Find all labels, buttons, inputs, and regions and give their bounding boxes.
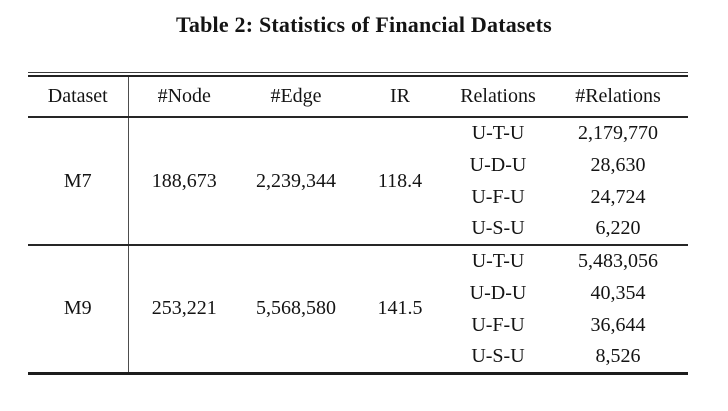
cell-relation-name: U-T-U xyxy=(471,250,525,272)
header-ir: IR xyxy=(390,85,410,107)
cell-relation-count: 40,354 xyxy=(590,281,646,304)
cell-relation-name: U-S-U xyxy=(471,217,525,239)
table-row: U-S-U 6,220 xyxy=(28,213,688,245)
header-relations-count: #Relations xyxy=(575,85,661,107)
cell-relation-name: U-S-U xyxy=(471,344,525,367)
cell-edge-count: 5,568,580 xyxy=(256,297,336,320)
paper-page: Table 2: Statistics of Financial Dataset… xyxy=(0,11,728,411)
cell-relation-count: 2,179,770 xyxy=(578,122,658,144)
cell-relation-count: 6,220 xyxy=(595,217,641,239)
table-top-rule: Dataset #Node #Edge IR Relations #Relati… xyxy=(28,72,688,375)
financial-datasets-table: Dataset #Node #Edge IR Relations #Relati… xyxy=(28,77,688,375)
table-row: U-F-U 24,724 xyxy=(28,181,688,213)
header-edge: #Edge xyxy=(270,85,322,107)
cell-relation-count: 5,483,056 xyxy=(578,250,658,272)
dataset-group-m7: M7 188,673 2,239,344 118.4 U-T-U 2,179,7… xyxy=(28,117,688,245)
table-row: M7 188,673 2,239,344 118.4 U-T-U 2,179,7… xyxy=(28,117,688,245)
cell-relation-name: U-F-U xyxy=(471,185,525,208)
cell-relation-count: 36,644 xyxy=(590,313,646,336)
cell-relation-count: 28,630 xyxy=(590,153,646,176)
cell-node-count: 188,673 xyxy=(151,169,217,192)
table-row: U-F-U 36,644 xyxy=(28,309,688,341)
table-header-row: Dataset #Node #Edge IR Relations #Relati… xyxy=(28,77,688,117)
cell-relation-count: 8,526 xyxy=(595,344,641,367)
table-row: U-S-U 8,526 xyxy=(28,341,688,373)
cell-dataset: M9 xyxy=(28,245,129,373)
cell-relation-name: U-D-U xyxy=(469,281,527,304)
dataset-group-m9: M9 253,221 5,568,580 141.5 U-T-U 5,483,0… xyxy=(28,245,688,373)
cell-ir: 141.5 xyxy=(377,297,423,320)
table-row: U-D-U 28,630 xyxy=(28,149,688,181)
cell-relation-name: U-T-U xyxy=(471,122,525,144)
header-relations: Relations xyxy=(460,85,536,107)
cell-relation-count: 24,724 xyxy=(590,185,646,208)
cell-relation-name: U-D-U xyxy=(469,153,527,176)
cell-edge-count: 2,239,344 xyxy=(256,169,336,192)
statistics-table-container: Dataset #Node #Edge IR Relations #Relati… xyxy=(28,75,688,375)
cell-node-count: 253,221 xyxy=(151,297,217,320)
cell-dataset: M7 xyxy=(28,117,129,245)
table-row: U-D-U 40,354 xyxy=(28,277,688,309)
cell-ir: 118.4 xyxy=(377,169,423,192)
cell-relation-name: U-F-U xyxy=(471,313,525,336)
header-dataset: Dataset xyxy=(28,77,129,117)
table-caption: Table 2: Statistics of Financial Dataset… xyxy=(176,12,552,37)
table-row: M9 253,221 5,568,580 141.5 U-T-U 5,483,0… xyxy=(28,245,688,373)
header-node: #Node xyxy=(157,85,211,107)
